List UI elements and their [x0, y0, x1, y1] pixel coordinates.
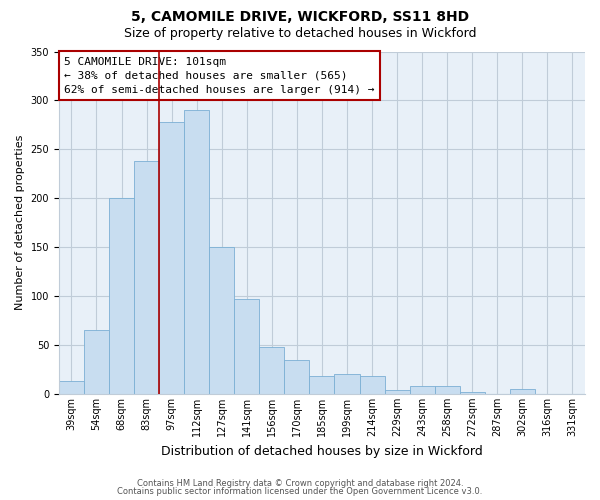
Text: Size of property relative to detached houses in Wickford: Size of property relative to detached ho…: [124, 28, 476, 40]
Bar: [310, 376, 334, 394]
Bar: [359, 376, 385, 394]
Bar: [184, 110, 209, 394]
Bar: [510, 389, 535, 394]
Bar: [109, 198, 134, 394]
X-axis label: Distribution of detached houses by size in Wickford: Distribution of detached houses by size …: [161, 444, 483, 458]
Bar: [59, 381, 84, 394]
Bar: [385, 390, 410, 394]
Text: 5 CAMOMILE DRIVE: 101sqm
← 38% of detached houses are smaller (565)
62% of semi-: 5 CAMOMILE DRIVE: 101sqm ← 38% of detach…: [64, 56, 374, 94]
Text: Contains public sector information licensed under the Open Government Licence v3: Contains public sector information licen…: [118, 487, 482, 496]
Bar: [410, 386, 434, 394]
Bar: [460, 392, 485, 394]
Text: Contains HM Land Registry data © Crown copyright and database right 2024.: Contains HM Land Registry data © Crown c…: [137, 478, 463, 488]
Text: 5, CAMOMILE DRIVE, WICKFORD, SS11 8HD: 5, CAMOMILE DRIVE, WICKFORD, SS11 8HD: [131, 10, 469, 24]
Bar: [134, 161, 159, 394]
Bar: [84, 330, 109, 394]
Bar: [259, 347, 284, 394]
Bar: [209, 247, 234, 394]
Bar: [334, 374, 359, 394]
Y-axis label: Number of detached properties: Number of detached properties: [15, 135, 25, 310]
Bar: [234, 299, 259, 394]
Bar: [284, 360, 310, 394]
Bar: [159, 122, 184, 394]
Bar: [434, 386, 460, 394]
